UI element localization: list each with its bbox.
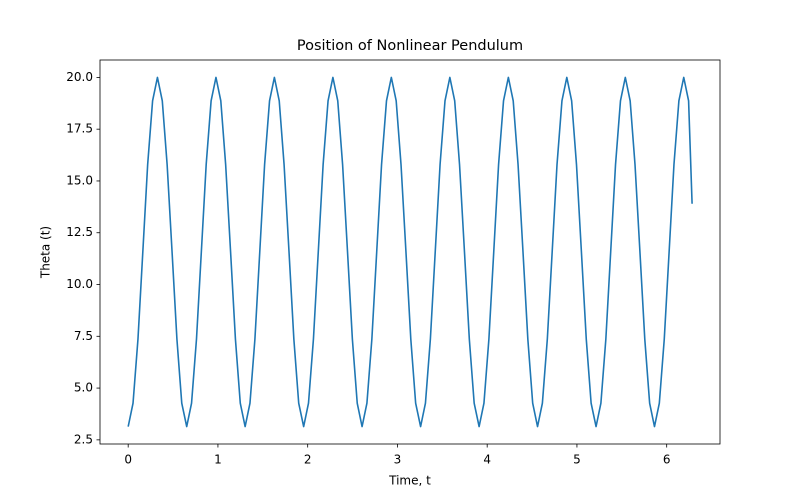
x-tick-label: 5 <box>573 453 581 467</box>
x-tick-label: 2 <box>304 453 312 467</box>
y-tick-label: 7.5 <box>74 329 93 343</box>
y-tick-label: 12.5 <box>66 225 93 239</box>
y-tick-label: 5.0 <box>74 381 93 395</box>
x-tick-label: 1 <box>214 453 222 467</box>
plot-frame <box>99 59 721 445</box>
x-tick-label: 3 <box>394 453 402 467</box>
data-line <box>127 76 693 428</box>
y-tick-label: 10.0 <box>66 277 93 291</box>
chart-title: Position of Nonlinear Pendulum <box>297 38 523 54</box>
x-tick-label: 4 <box>483 453 491 467</box>
y-tick-label: 20.0 <box>66 70 93 84</box>
x-axis-label: Time, t <box>388 474 431 488</box>
x-tick-label: 6 <box>663 453 671 467</box>
x-tick-label: 0 <box>124 453 132 467</box>
y-tick-label: 2.5 <box>74 432 93 446</box>
y-axis-label: Theta (t) <box>39 226 53 279</box>
y-tick-label: 15.0 <box>66 173 93 187</box>
y-tick-label: 17.5 <box>66 122 93 136</box>
